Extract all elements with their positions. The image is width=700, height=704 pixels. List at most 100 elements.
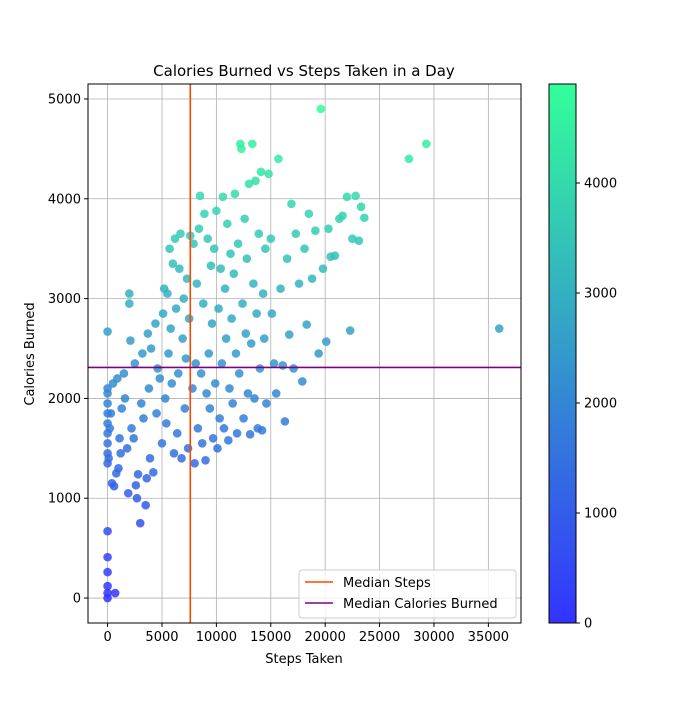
data-point	[264, 169, 273, 179]
data-point	[232, 429, 242, 438]
data-point	[103, 581, 112, 591]
data-point	[251, 176, 260, 186]
data-point	[219, 424, 229, 433]
data-point	[117, 404, 127, 413]
data-point	[103, 552, 112, 562]
y-axis: 0 1000 2000 3000 4000 5000	[48, 92, 88, 607]
data-point	[125, 289, 134, 298]
data-point	[200, 209, 209, 219]
data-point	[125, 299, 134, 308]
data-point	[199, 299, 208, 308]
data-point	[194, 224, 204, 234]
chart-title: Calories Burned vs Steps Taken in a Day	[153, 62, 455, 80]
y-tick-label: 4000	[48, 192, 81, 207]
data-point	[246, 339, 256, 348]
data-point	[132, 493, 142, 503]
x-tick-label: 0	[103, 630, 111, 645]
legend-label-median-calories: Median Calories Burned	[343, 597, 498, 612]
colorbar-ticks: 0 1000 2000 3000 4000	[576, 177, 617, 632]
data-point	[103, 399, 112, 408]
data-point	[188, 384, 197, 393]
data-point	[146, 344, 156, 353]
data-point	[189, 239, 198, 249]
data-point	[129, 434, 138, 443]
data-point	[267, 309, 277, 318]
data-point	[168, 259, 178, 268]
data-point	[120, 394, 130, 403]
data-point	[360, 213, 369, 223]
data-point	[241, 329, 251, 338]
data-point	[197, 439, 207, 448]
data-point	[234, 369, 244, 378]
data-point	[152, 409, 161, 418]
colorbar-tick-label: 0	[584, 617, 592, 632]
data-point	[348, 234, 357, 244]
data-point	[167, 379, 177, 388]
data-point	[196, 369, 206, 378]
data-point	[170, 234, 180, 244]
data-point	[114, 463, 123, 473]
data-point	[269, 359, 279, 368]
data-point	[218, 192, 228, 202]
y-tick-label: 2000	[48, 392, 81, 407]
data-point	[226, 249, 235, 258]
data-point	[271, 389, 281, 398]
data-point	[258, 289, 268, 298]
data-point	[215, 414, 224, 423]
data-point	[193, 424, 203, 433]
data-point	[250, 394, 259, 403]
data-point	[233, 239, 243, 249]
data-point	[164, 349, 173, 358]
data-point	[142, 473, 152, 483]
data-point	[109, 481, 119, 491]
x-axis: 0 5000 10000 15000 20000 25000 30000 35000	[103, 623, 509, 645]
x-tick-label: 20000	[304, 630, 345, 645]
data-point	[257, 426, 267, 435]
data-point	[307, 274, 317, 283]
data-point	[190, 458, 199, 468]
data-point	[243, 389, 253, 398]
data-point	[227, 314, 236, 323]
data-point	[141, 500, 150, 510]
data-point	[153, 364, 162, 373]
data-point	[300, 244, 309, 253]
data-point	[144, 384, 154, 393]
data-point	[252, 309, 261, 318]
y-axis-label: Calories Burned	[23, 302, 38, 405]
data-point	[175, 264, 184, 273]
data-point	[103, 439, 112, 448]
data-point	[210, 379, 220, 388]
data-point	[287, 199, 296, 209]
data-point	[158, 309, 168, 318]
x-axis-label: Steps Taken	[265, 652, 343, 667]
x-tick-label: 35000	[468, 630, 509, 645]
data-point	[244, 179, 254, 189]
data-point	[266, 234, 276, 244]
data-point	[240, 214, 249, 224]
data-point	[135, 518, 145, 528]
legend-label-median-steps: Median Steps	[343, 576, 431, 591]
data-point	[356, 202, 366, 212]
data-point	[169, 449, 179, 458]
data-point	[106, 409, 116, 418]
data-point	[321, 337, 331, 346]
data-point	[184, 314, 194, 323]
data-point	[192, 279, 202, 288]
data-point	[176, 229, 185, 239]
data-point	[231, 349, 241, 358]
data-point	[316, 104, 326, 114]
data-point	[404, 154, 414, 164]
x-tick-label: 15000	[250, 630, 291, 645]
data-point	[261, 244, 270, 253]
data-point	[139, 414, 148, 423]
data-point	[238, 299, 247, 308]
data-point	[494, 324, 504, 333]
data-point	[103, 327, 112, 336]
data-point	[133, 469, 143, 479]
data-point	[105, 424, 115, 433]
data-point	[166, 324, 175, 333]
data-point	[229, 269, 239, 278]
legend-box	[298, 569, 517, 619]
data-point	[178, 334, 187, 343]
